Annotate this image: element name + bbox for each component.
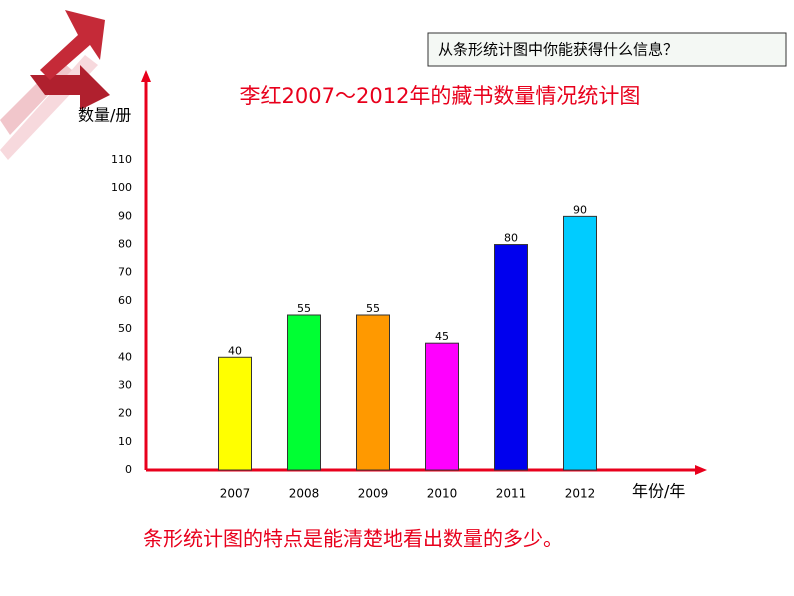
x-tick-label: 2009 bbox=[358, 487, 389, 501]
y-tick-label: 60 bbox=[118, 294, 132, 307]
question-box bbox=[427, 32, 787, 67]
value-label: 40 bbox=[228, 344, 242, 357]
question: 从条形统计图中你能获得什么信息？ bbox=[438, 41, 678, 59]
value-label: 55 bbox=[366, 302, 380, 315]
x-axis-label: 年份/年 bbox=[632, 482, 685, 501]
value-label: 55 bbox=[297, 302, 311, 315]
logo bbox=[0, 10, 110, 160]
value-label: 80 bbox=[504, 232, 518, 245]
y-axis-label: 数量/册 bbox=[78, 106, 131, 125]
y-tick-label: 50 bbox=[118, 322, 132, 335]
bar bbox=[356, 314, 390, 471]
logo-arrow bbox=[40, 10, 105, 80]
conclusion: 条形统计图的特点是能清楚地看出数量的多少。 bbox=[143, 527, 563, 551]
x-tick-label: 2007 bbox=[220, 487, 251, 501]
value-label: 45 bbox=[435, 330, 449, 343]
y-tick-label: 10 bbox=[118, 435, 132, 448]
y-tick-label: 110 bbox=[111, 153, 132, 166]
y-tick-label: 20 bbox=[118, 407, 132, 420]
x-tick-label: 2011 bbox=[496, 487, 527, 501]
x-tick-label: 2012 bbox=[565, 487, 596, 501]
y-tick-label: 0 bbox=[125, 463, 132, 476]
y-tick-label: 40 bbox=[118, 350, 132, 363]
value-label: 90 bbox=[573, 203, 587, 216]
bar bbox=[425, 342, 459, 471]
bar bbox=[287, 314, 321, 471]
bar bbox=[218, 356, 252, 471]
y-axis-arrow bbox=[141, 70, 151, 82]
y-tick-label: 70 bbox=[118, 266, 132, 279]
y-tick-label: 80 bbox=[118, 238, 132, 251]
y-tick-label: 100 bbox=[111, 181, 132, 194]
y-tick-label: 90 bbox=[118, 209, 132, 222]
y-tick-label: 30 bbox=[118, 378, 132, 391]
chart-title: 李红2007～2012年的藏书数量情况统计图 bbox=[240, 84, 641, 108]
bar bbox=[494, 244, 528, 471]
x-tick-label: 2010 bbox=[427, 487, 458, 501]
x-tick-label: 2008 bbox=[289, 487, 320, 501]
bar bbox=[563, 215, 597, 471]
x-axis-arrow bbox=[695, 465, 707, 475]
